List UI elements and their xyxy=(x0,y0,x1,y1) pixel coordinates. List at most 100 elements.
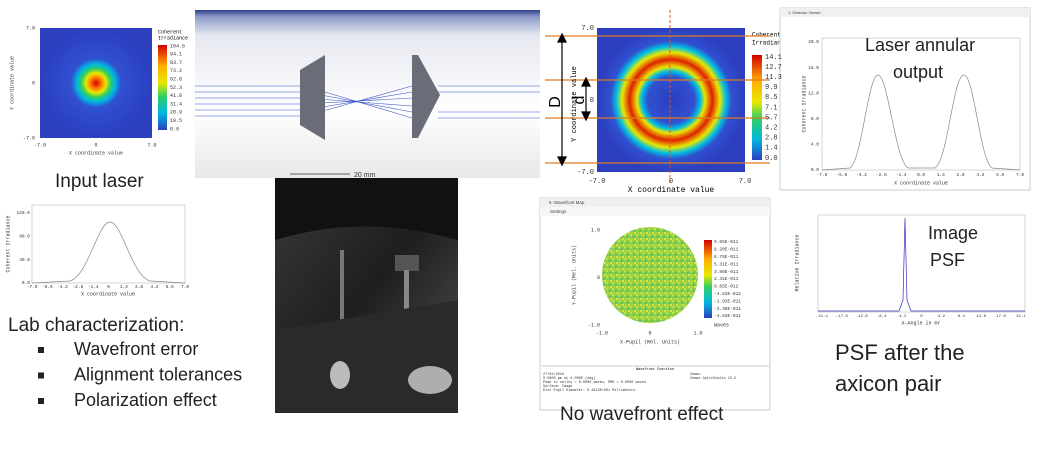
tick-label: 3.86E-011 xyxy=(714,269,739,275)
tick-label: 2.8 xyxy=(135,284,143,290)
tick-label: 10.5 xyxy=(170,118,182,124)
tick-label: 62.8 xyxy=(170,77,182,83)
list-item: Wavefront error xyxy=(74,339,198,359)
footer-text: Zemax OpticStudio 15.5 xyxy=(690,376,736,381)
tick-label: 1.4 xyxy=(937,172,945,178)
tick-label: -21.1 xyxy=(816,315,829,319)
tick-label: 0 xyxy=(94,142,97,148)
tick-label: 0 xyxy=(107,284,110,290)
psf-curve xyxy=(818,217,1025,312)
y-label: Y-Pupil (Rel. Units) xyxy=(571,245,577,305)
caption: Image xyxy=(928,223,978,243)
tick-label: 16.0 xyxy=(808,65,819,71)
tick-label: -4.83E-012 xyxy=(714,291,741,297)
tick-label: 8.20E-011 xyxy=(714,247,739,253)
tick-label: 4.2 xyxy=(938,315,946,319)
tick-label: 0 xyxy=(669,178,673,186)
caption: PSF xyxy=(930,250,965,270)
colorbar xyxy=(752,55,762,160)
tick-label: 1.4 xyxy=(765,145,778,153)
tick-label: 8.0 xyxy=(811,116,819,122)
tick-label: 20.9 xyxy=(170,110,182,116)
plot-frame xyxy=(821,37,1021,171)
y-label: Coherent Irradiance xyxy=(801,75,807,132)
tick-label: 41.8 xyxy=(170,93,182,99)
footer-text: 27/02/2016 xyxy=(543,372,564,377)
input-profile: Input laser X coordinate value Coherent … xyxy=(5,171,186,297)
tick-label: 2.8 xyxy=(765,135,778,143)
tick-label: 9.65E-011 xyxy=(714,239,739,245)
annular-profile: 1: Detector Viewer Laser annular output … xyxy=(779,7,1031,191)
footer-text: 0.5600 µm at 0.0000 (deg) xyxy=(543,376,596,381)
tick-label: -7.0 xyxy=(589,178,606,186)
tick-label: -2.8 xyxy=(876,172,887,178)
tick-label: 5.6 xyxy=(996,172,1004,178)
tick-label: -1.0 xyxy=(596,330,608,336)
footer-text: Zemax xyxy=(690,373,701,377)
tick-label: -7.0 xyxy=(817,172,828,178)
toolbar-button[interactable]: Settings xyxy=(550,209,567,214)
map xyxy=(40,28,152,138)
x-label: X-Angle in mr xyxy=(901,320,940,326)
tick-label: 83.7 xyxy=(170,60,182,66)
plot-frame xyxy=(817,214,1026,313)
tick-label: 12.7 xyxy=(765,64,782,72)
title: Coherent xyxy=(752,32,781,39)
tick-label: -17.0 xyxy=(836,315,849,319)
caption: Laser annular xyxy=(865,35,975,55)
tick-label: -7.0 xyxy=(577,169,594,177)
caption: Input laser xyxy=(55,171,144,192)
y-label: Y coordinate value xyxy=(571,66,579,142)
bullet xyxy=(38,372,44,379)
tick-label: 80.0 xyxy=(19,234,30,240)
tick-label: 0 xyxy=(590,97,594,105)
tick-label: 9.65E-012 xyxy=(714,284,739,290)
y-label: Relative Irradiance xyxy=(794,234,800,291)
shadow xyxy=(275,178,458,240)
guides xyxy=(545,35,770,164)
tick-label: 14.1 xyxy=(765,54,782,62)
colorbar xyxy=(704,240,712,318)
beam xyxy=(195,85,540,119)
tick-label: -8.4 xyxy=(877,315,887,319)
axicon xyxy=(300,55,325,140)
profile-curve xyxy=(821,74,1021,171)
tick-label: 4.2 xyxy=(150,284,158,290)
x-label: X coordinate value xyxy=(894,180,948,186)
tick-label: -1.4 xyxy=(896,172,907,178)
tick-label: -5.6 xyxy=(42,284,53,290)
tick-label: 0.0 xyxy=(170,126,179,132)
title: Irradiance xyxy=(752,40,788,47)
tick-label: -3.38E-011 xyxy=(714,306,741,312)
caption: No wavefront effect xyxy=(560,404,724,425)
tick-label: -1.4 xyxy=(88,284,99,290)
tick-label: 0.0 xyxy=(811,167,819,173)
input-map: Coherent Irradiance X coordinate value Y… xyxy=(9,28,188,156)
title-bar xyxy=(540,198,770,207)
title: Coherent xyxy=(158,29,182,35)
outer-diameter: D xyxy=(547,96,564,108)
tick-label: 12.0 xyxy=(808,90,819,96)
x-label: X coordinate value xyxy=(69,150,123,156)
list-item: Alignment tolerances xyxy=(74,364,242,384)
window xyxy=(779,7,1031,191)
title: Irradiance xyxy=(158,35,188,41)
tick-label: 1.4 xyxy=(120,284,128,290)
footer-text: Peak to valley = 0.0000 waves, RMS = 0.0… xyxy=(543,380,648,385)
tick-label: -4.2 xyxy=(856,172,867,178)
note: axicon pair xyxy=(835,371,941,396)
toolbar xyxy=(540,207,770,216)
ray-trace: 20 mm xyxy=(195,10,540,179)
tick-label: 5.7 xyxy=(765,114,778,122)
tick-label: 7.0 xyxy=(26,25,35,31)
tick-label: 21.1 xyxy=(1016,315,1026,319)
bullet xyxy=(38,398,44,404)
tick-label: 17.0 xyxy=(996,315,1006,319)
window-title: 5: Wavefront Map xyxy=(549,200,585,205)
scale-label: 20 mm xyxy=(354,172,376,179)
profile-curve xyxy=(31,221,186,284)
tick-label: 0.0 xyxy=(22,280,30,286)
tick-label: 0 xyxy=(32,80,35,86)
tick-label: -2.8 xyxy=(72,284,83,290)
dimension-arrows xyxy=(557,32,591,167)
